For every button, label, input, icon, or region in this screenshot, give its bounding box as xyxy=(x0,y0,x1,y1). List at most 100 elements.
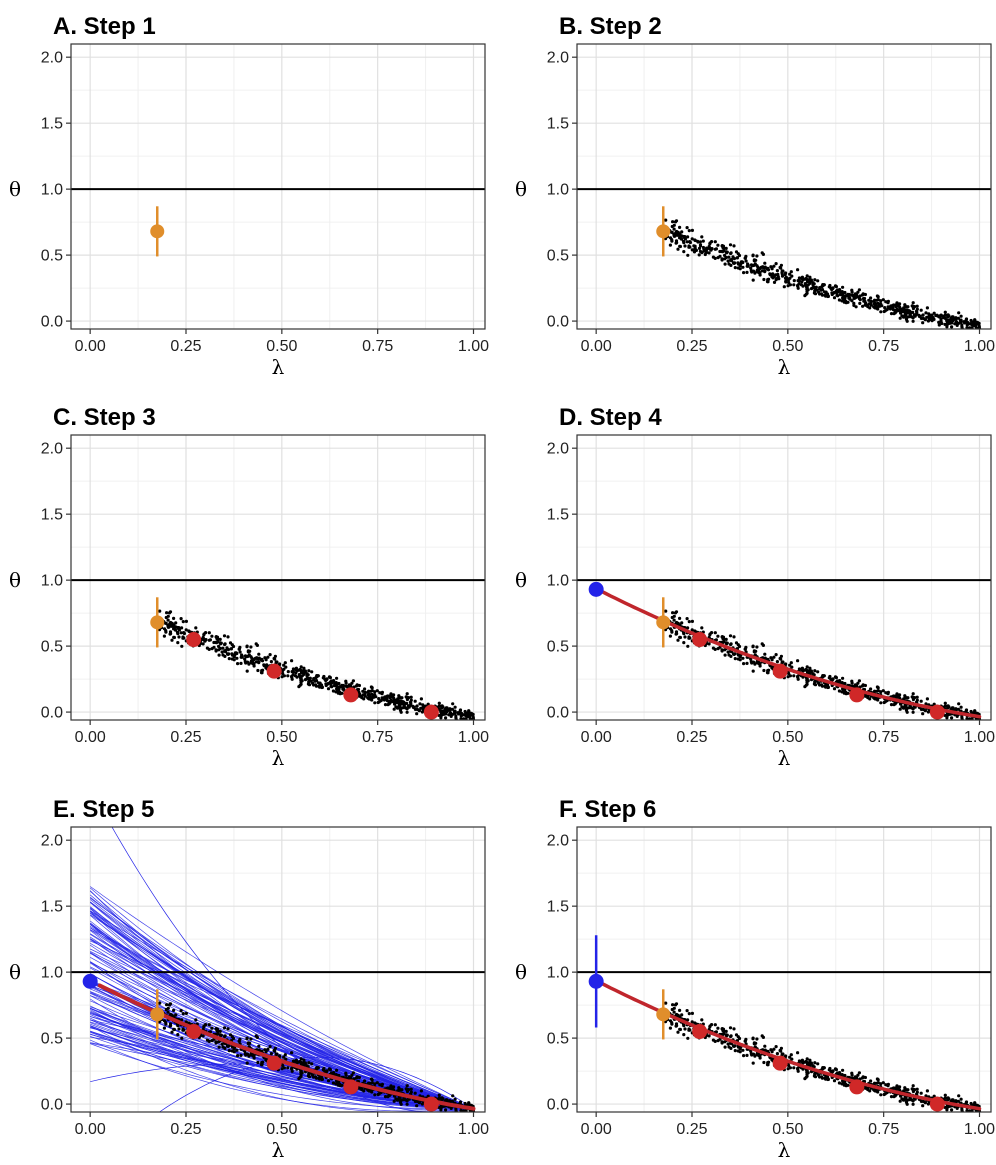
x-tick-label: 0.50 xyxy=(266,729,297,746)
simulation-point xyxy=(837,689,842,693)
simulation-point xyxy=(683,1027,687,1031)
simulation-point xyxy=(405,1102,409,1106)
data-layer xyxy=(71,188,485,257)
simulation-point xyxy=(203,639,207,643)
simulation-point xyxy=(172,627,176,631)
simulation-point xyxy=(858,301,862,305)
simulation-point xyxy=(462,717,466,720)
simulation-point xyxy=(957,1094,961,1098)
simulation-point xyxy=(965,323,969,327)
bin-mean-point xyxy=(929,704,945,720)
x-tick-label: 1.00 xyxy=(458,338,489,355)
simulation-point xyxy=(781,269,785,273)
simulation-point xyxy=(801,675,805,679)
simulation-point xyxy=(282,663,286,667)
simulation-point xyxy=(180,626,184,630)
simulation-point xyxy=(228,1033,233,1037)
simulation-point xyxy=(701,239,705,243)
simulation-point xyxy=(770,658,774,662)
simulation-point xyxy=(300,670,304,675)
simulation-point xyxy=(805,274,809,278)
x-tick-label: 0.50 xyxy=(772,338,803,355)
simulation-point xyxy=(840,299,844,303)
simulation-point xyxy=(246,1041,250,1045)
y-tick-label: 0.5 xyxy=(547,639,569,656)
simulation-point xyxy=(789,270,793,274)
extrapolated-estimate-point xyxy=(588,581,604,597)
simulation-point xyxy=(835,290,839,295)
simulation-point xyxy=(371,693,375,697)
x-axis-label: λ xyxy=(778,355,791,379)
simulation-point xyxy=(969,1101,973,1106)
bootstrap-curve xyxy=(90,1025,474,1110)
y-tick-label: 1.5 xyxy=(547,507,569,524)
plot-border xyxy=(576,434,992,721)
simulation-point xyxy=(449,714,453,719)
simulation-point xyxy=(856,1073,860,1077)
simulation-point xyxy=(352,1077,356,1081)
simulation-point xyxy=(774,278,778,282)
simulation-point xyxy=(765,671,770,675)
simulation-point xyxy=(278,662,282,666)
simulation-point xyxy=(351,679,355,683)
simulation-point xyxy=(882,700,886,705)
simulation-point xyxy=(718,249,722,254)
simulation-point xyxy=(690,628,694,632)
simulation-point xyxy=(737,253,742,258)
simulation-point xyxy=(419,697,423,701)
simulation-point xyxy=(252,1056,256,1060)
simulation-point xyxy=(395,701,399,705)
simulation-point xyxy=(751,1061,755,1065)
simulation-point xyxy=(705,246,709,250)
simulation-point xyxy=(805,665,809,669)
simulation-point xyxy=(828,1066,832,1071)
simulation-point xyxy=(239,661,243,666)
simulation-point xyxy=(671,1003,675,1007)
simulation-point xyxy=(243,1052,247,1056)
simulation-point xyxy=(698,240,703,244)
simulation-point xyxy=(911,301,915,305)
simulation-point xyxy=(737,644,742,649)
simulation-point xyxy=(415,1104,419,1108)
simulation-point xyxy=(924,1094,928,1098)
simulation-point xyxy=(781,1052,785,1056)
simulation-point xyxy=(687,636,691,640)
x-tick-label: 0.75 xyxy=(868,338,899,355)
simulation-point xyxy=(752,1041,757,1045)
simulation-point xyxy=(179,617,183,621)
simulation-point xyxy=(804,1075,808,1079)
simulation-point xyxy=(458,1100,463,1104)
simulation-point xyxy=(749,1052,753,1056)
simulation-point xyxy=(278,1054,282,1058)
y-tick-label: 1.5 xyxy=(547,116,569,133)
simulation-point xyxy=(207,1023,211,1027)
simulation-point xyxy=(357,694,361,698)
simulation-point xyxy=(340,1083,344,1087)
y-axis-label: θ xyxy=(515,177,527,201)
simulation-point xyxy=(315,1066,319,1070)
simulation-point xyxy=(230,1045,235,1049)
simulation-point xyxy=(964,708,969,712)
simulation-point xyxy=(398,708,403,713)
simulation-point xyxy=(969,318,973,323)
simulation-point xyxy=(724,246,728,250)
simulation-point xyxy=(336,686,340,690)
simulation-point xyxy=(775,660,780,664)
simulation-point xyxy=(891,305,895,310)
simulation-point xyxy=(732,1027,736,1031)
simulation-point xyxy=(257,656,261,660)
simulation-point xyxy=(866,1086,870,1090)
simulation-point xyxy=(729,251,733,256)
simulation-point xyxy=(950,1108,954,1112)
simulation-point xyxy=(911,1102,915,1106)
simulation-point xyxy=(806,279,810,283)
simulation-point xyxy=(399,1098,404,1102)
simulation-point xyxy=(932,311,936,315)
simulation-point xyxy=(290,1051,294,1055)
simulation-point xyxy=(950,325,954,329)
simulation-point xyxy=(797,1059,802,1063)
simulation-point xyxy=(749,660,753,664)
simulation-point xyxy=(673,233,677,237)
simulation-point xyxy=(168,1022,173,1026)
simulation-point xyxy=(391,699,395,704)
